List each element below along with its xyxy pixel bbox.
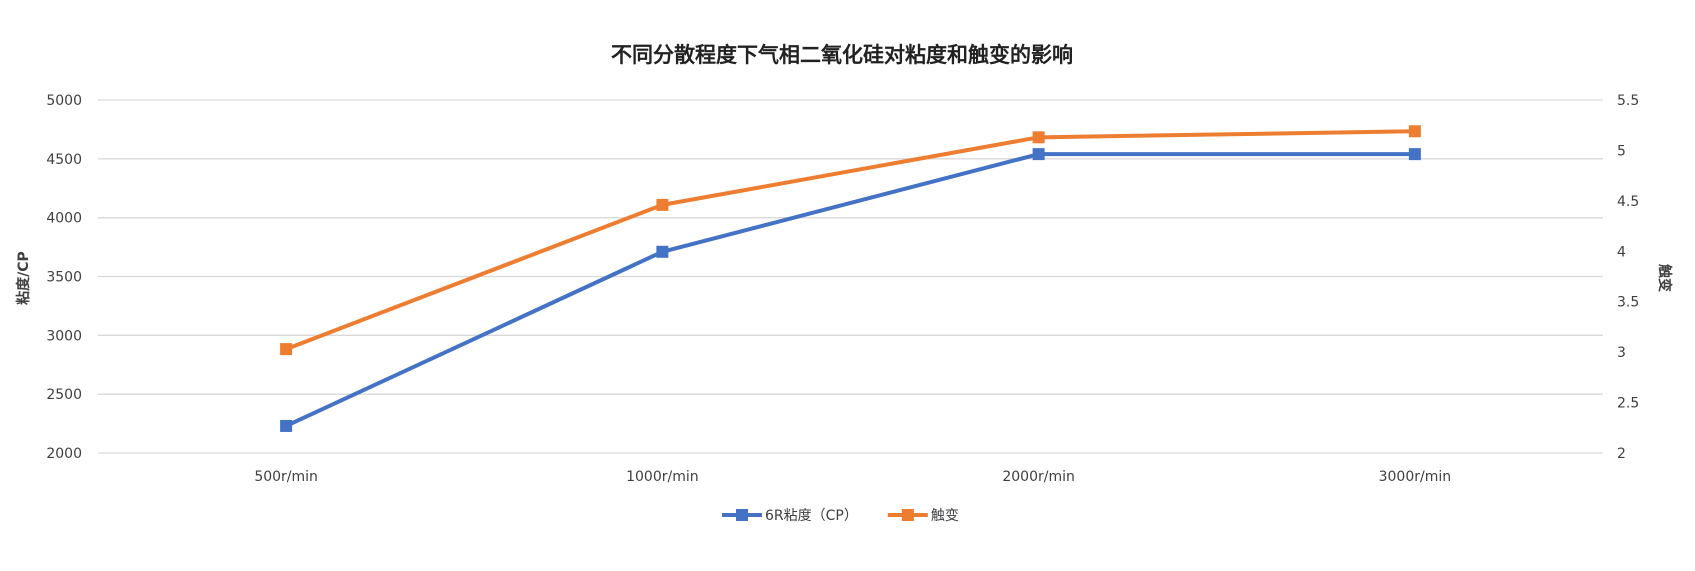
data-point <box>1032 148 1045 161</box>
data-point <box>1032 131 1045 144</box>
legend-marker <box>901 509 914 521</box>
y-tick-label: 2500 <box>46 387 82 403</box>
data-point <box>280 343 293 356</box>
series-line <box>285 129 1415 351</box>
gridlines <box>98 99 1603 454</box>
data-point <box>280 419 293 432</box>
y-tick-label: 3000 <box>46 328 82 344</box>
series-group <box>280 125 1421 432</box>
y2-tick-label: 4.5 <box>1617 194 1639 210</box>
y2-tick-label: 5.5 <box>1617 93 1639 109</box>
x-tick-label: 2000r/min <box>1002 469 1075 485</box>
series-line <box>285 152 1415 428</box>
y-axis-label: 粘度/CP <box>15 251 32 305</box>
y-tick-label: 2000 <box>46 446 82 462</box>
y-tick-label: 5000 <box>46 93 82 109</box>
data-point <box>1408 148 1421 161</box>
y-axis-left: 2000 2500 3000 3500 4000 4500 5000 <box>46 93 82 462</box>
data-point <box>656 245 669 258</box>
legend-label: 触变 <box>931 508 959 524</box>
y2-tick-label: 5 <box>1617 143 1626 159</box>
y2-tick-label: 4 <box>1617 244 1626 260</box>
data-point <box>656 198 669 211</box>
y2-tick-label: 3.5 <box>1617 295 1639 311</box>
y2-tick-label: 2.5 <box>1617 396 1639 412</box>
x-tick-label: 3000r/min <box>1379 469 1452 485</box>
legend: 6R粘度（CP） 触变 <box>722 508 959 524</box>
data-point <box>1408 125 1421 138</box>
y2-tick-label: 3 <box>1617 345 1626 361</box>
y-tick-label: 4500 <box>46 152 82 168</box>
y-tick-label: 3500 <box>46 270 82 286</box>
legend-marker <box>736 509 748 521</box>
chart-title: 不同分散程度下气相二氧化硅对粘度和触变的影响 <box>611 43 1073 67</box>
y-tick-label: 4000 <box>46 211 82 227</box>
x-tick-label: 1000r/min <box>626 469 699 485</box>
y2-axis-label: 触变 <box>1656 263 1673 292</box>
y-axis-right: 2 2.5 3 3.5 4 4.5 5 5.5 <box>1617 93 1639 462</box>
x-axis: 500r/min 1000r/min 2000r/min 3000r/min <box>254 469 1451 485</box>
x-tick-label: 500r/min <box>254 469 318 485</box>
y2-tick-label: 2 <box>1617 446 1626 462</box>
legend-label: 6R粘度（CP） <box>765 508 858 524</box>
